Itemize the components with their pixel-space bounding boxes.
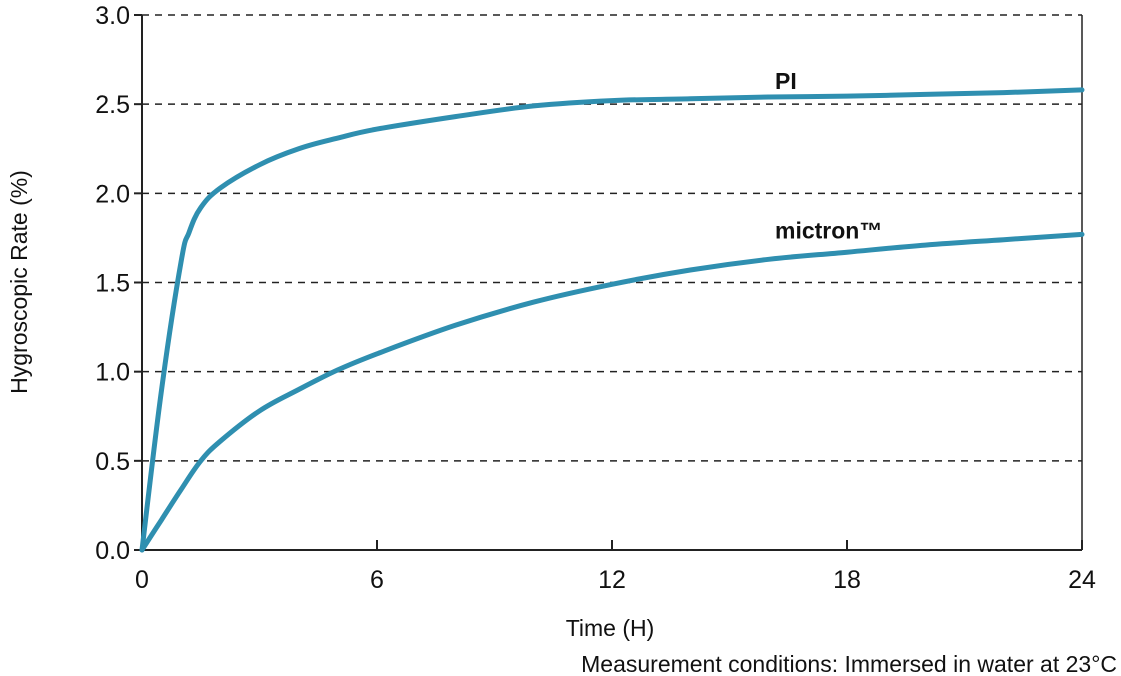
series-line-pi [139, 87, 1085, 553]
y-tick-label-2: 1.0 [95, 359, 130, 387]
grid-lines [142, 14, 1082, 462]
x-tick-label-2: 12 [598, 566, 626, 594]
tick-labels: 0.0 0.5 1.0 1.5 2.0 2.5 3.0 0 6 12 18 24 [95, 2, 1096, 594]
y-tick-label-5: 2.5 [95, 91, 130, 119]
x-tick-label-3: 18 [833, 566, 861, 594]
y-tick-label-4: 2.0 [95, 180, 130, 208]
series-label-pi: PI [775, 68, 797, 94]
series-lines [139, 87, 1085, 553]
y-tick-label-6: 3.0 [95, 2, 130, 30]
series-label-mictron: mictron™ [775, 218, 882, 244]
x-tick-label-1: 6 [370, 566, 384, 594]
x-tick-label-4: 24 [1068, 566, 1096, 594]
x-axis-title: Time (H) [566, 615, 655, 641]
series-line-mictron [139, 231, 1085, 553]
measurement-conditions-note: Measurement conditions: Immersed in wate… [581, 651, 1117, 676]
y-axis-title: Hygroscopic Rate (%) [6, 170, 32, 394]
y-tick-label-0: 0.0 [95, 537, 130, 565]
y-tick-label-1: 0.5 [95, 448, 130, 476]
axes [134, 14, 1083, 551]
x-tick-label-0: 0 [135, 566, 149, 594]
y-tick-label-3: 1.5 [95, 270, 130, 298]
